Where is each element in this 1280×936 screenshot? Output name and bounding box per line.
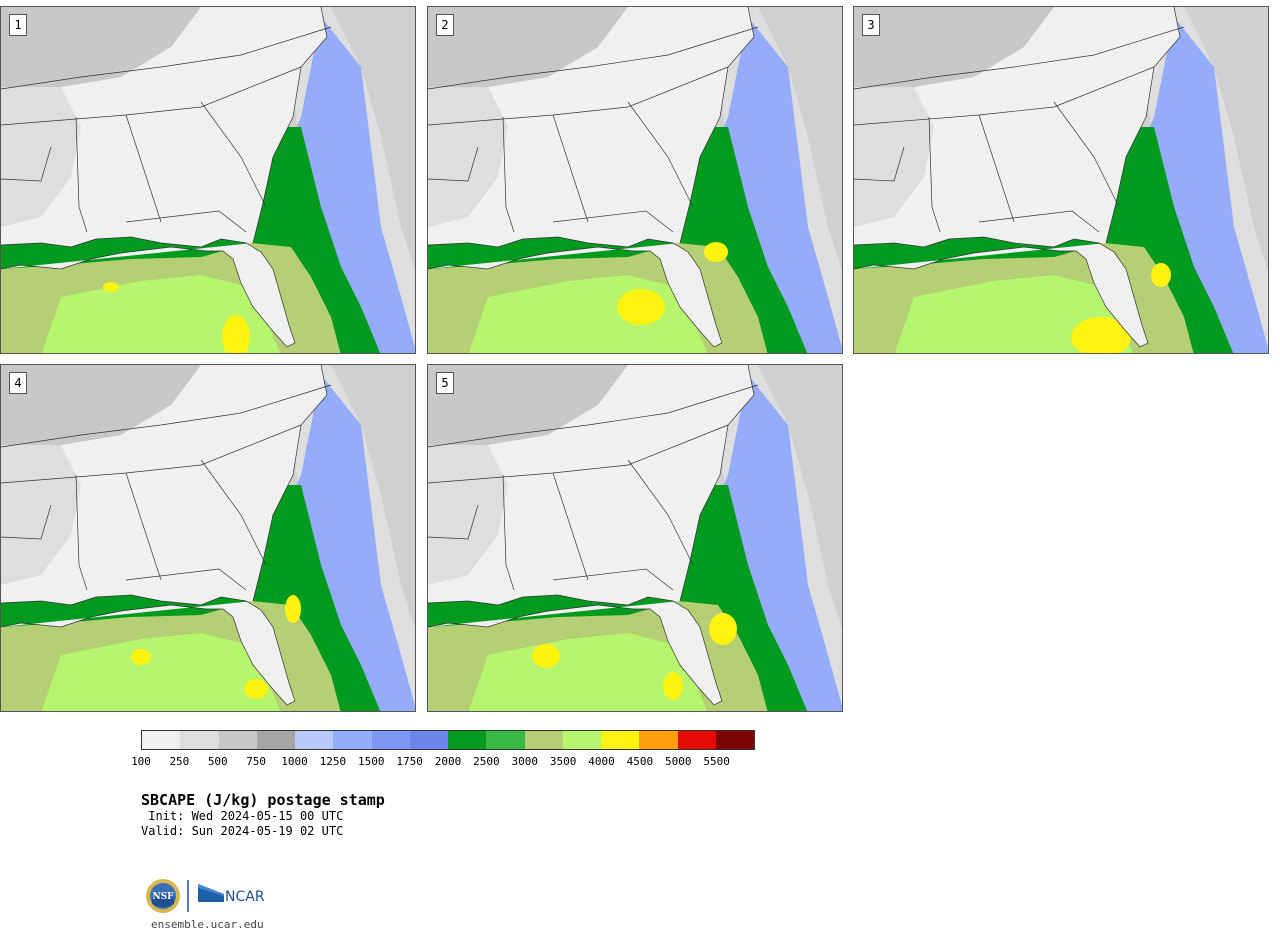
colorbar-tick: 100 (131, 755, 151, 768)
colorbar-tick: 250 (169, 755, 190, 768)
colorbar-swatch (218, 731, 257, 749)
colorbar-tick: 5000 (665, 755, 692, 768)
nsf-logo-icon: NSF (146, 879, 180, 913)
colorbar-tick: 2000 (434, 755, 462, 768)
colorbar-swatch (142, 731, 181, 749)
colorbar-tick: 1500 (358, 755, 385, 768)
ncar-logo-icon: NCAR (198, 884, 265, 905)
ensemble-member-panel-3: 3 (853, 6, 1269, 354)
colorbar-swatch (371, 731, 410, 749)
colorbar-tick: 1000 (281, 755, 308, 768)
colorbar-swatch (409, 731, 448, 749)
colorbar-tick: 500 (207, 755, 228, 768)
sbcape-map-2 (428, 7, 842, 353)
init-time-label: Init: Wed 2024-05-15 00 UTC (141, 809, 344, 823)
sbcape-colorbar (141, 730, 755, 750)
colorbar-swatch (639, 731, 678, 749)
website-label: ensemble.ucar.edu (151, 918, 264, 931)
ensemble-member-panel-4: 4 (0, 364, 416, 712)
sbcape-map-1 (1, 7, 415, 353)
colorbar-tick: 1250 (319, 755, 347, 768)
sbcape-map-5 (428, 365, 842, 711)
colorbar-tick: 2500 (473, 755, 500, 768)
colorbar-swatch (180, 731, 219, 749)
colorbar-tick: 3000 (511, 755, 539, 768)
panel-number-label: 2 (436, 14, 454, 36)
colorbar-swatch (256, 731, 295, 749)
colorbar-swatch (295, 731, 334, 749)
panel-number-label: 1 (9, 14, 27, 36)
colorbar-tick: 1750 (396, 755, 423, 768)
colorbar-swatch (677, 731, 716, 749)
colorbar-tick: 3500 (549, 755, 577, 768)
panel-number-label: 5 (436, 372, 454, 394)
colorbar-swatch (601, 731, 640, 749)
panel-number-label: 3 (862, 14, 880, 36)
colorbar-swatch (562, 731, 601, 749)
colorbar-tick: 4500 (626, 755, 654, 768)
ncar-logo-text: NCAR (225, 889, 265, 905)
ensemble-member-panel-5: 5 (427, 364, 843, 712)
panel-number-label: 4 (9, 372, 27, 394)
colorbar-swatch (524, 731, 563, 749)
colorbar-swatch (448, 731, 487, 749)
sbcape-map-3 (854, 7, 1268, 353)
colorbar-swatch (486, 731, 525, 749)
map-title: SBCAPE (J/kg) postage stamp (141, 791, 385, 809)
colorbar-swatch (715, 731, 754, 749)
colorbar-tick: 4000 (588, 755, 615, 768)
sponsor-logos: NSF NCAR (146, 879, 265, 913)
colorbar-tick: 750 (246, 755, 267, 768)
colorbar-tick-labels: 100 250 500 750 1000 1250 1500 1750 2000 2500 3000… (131, 755, 761, 771)
nsf-logo-text: NSF (152, 892, 174, 902)
ensemble-member-panel-2: 2 (427, 6, 843, 354)
colorbar-tick: 5500 (703, 755, 730, 768)
valid-time-label: Valid: Sun 2024-05-19 02 UTC (141, 824, 344, 838)
ensemble-member-panel-1: 1 (0, 6, 416, 354)
colorbar-swatch (333, 731, 372, 749)
sbcape-map-4 (1, 365, 415, 711)
